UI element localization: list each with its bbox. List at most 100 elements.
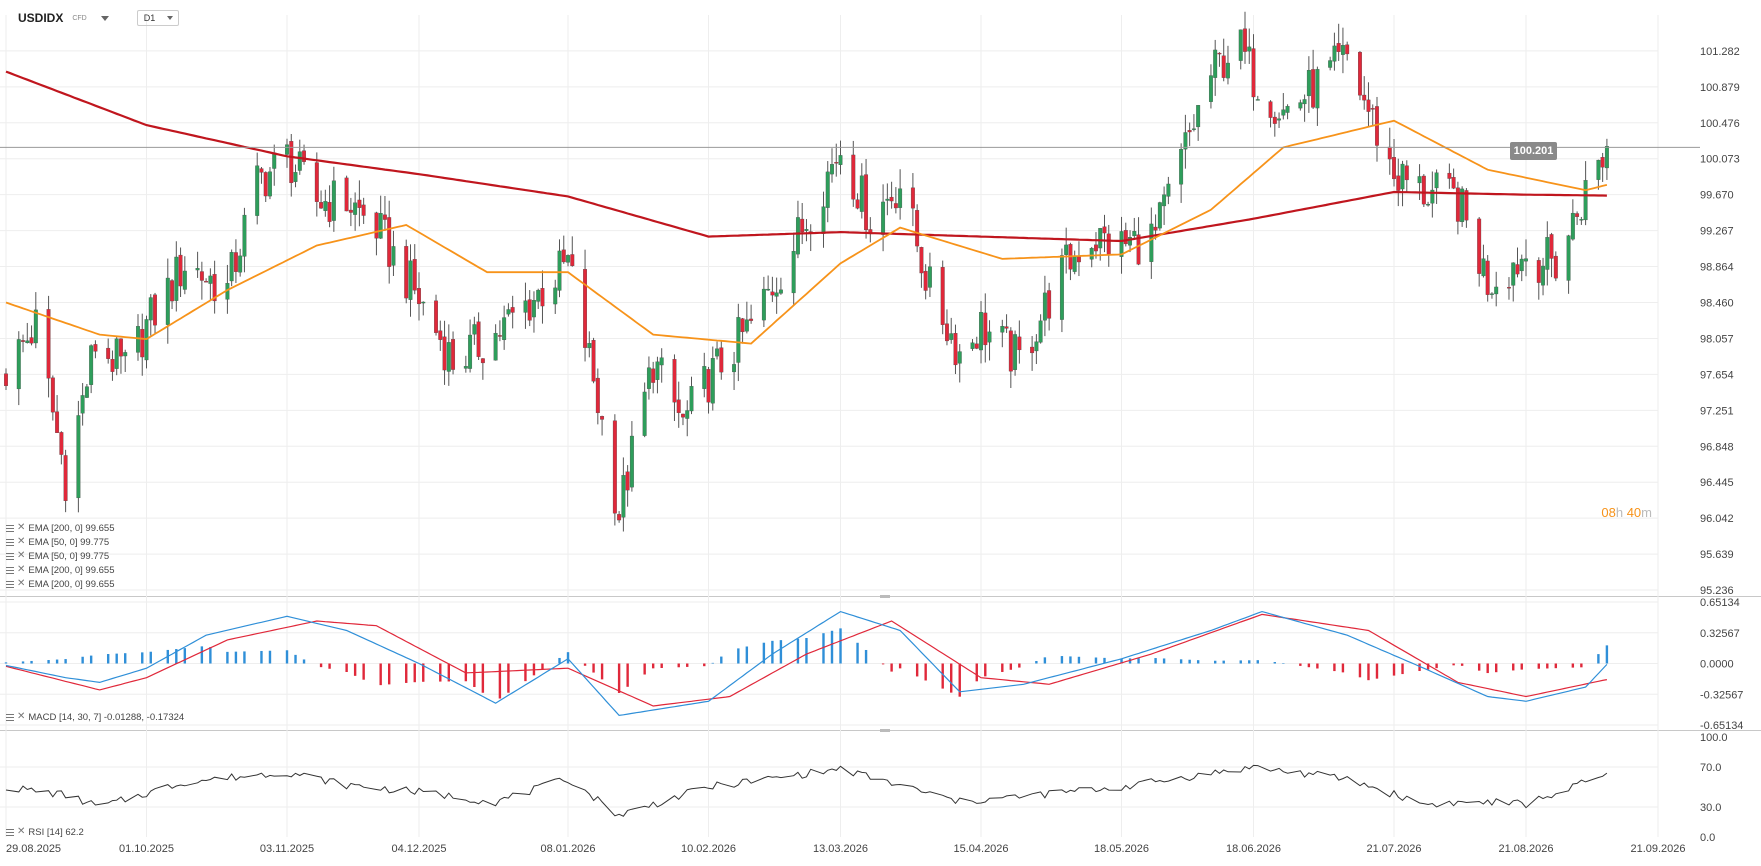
candle-body[interactable] (1524, 258, 1528, 262)
candle-body[interactable] (1570, 212, 1575, 240)
candle-body[interactable] (29, 337, 34, 344)
list-icon[interactable] (6, 566, 14, 574)
macd-histogram-bar[interactable] (677, 663, 680, 668)
candle-body[interactable] (927, 266, 932, 288)
candle-body[interactable] (136, 326, 140, 353)
candle-body[interactable] (434, 300, 438, 333)
candle-body[interactable] (974, 343, 979, 349)
candle-body[interactable] (625, 471, 630, 491)
candle-body[interactable] (1362, 94, 1367, 101)
candle-body[interactable] (1268, 101, 1273, 118)
macd-histogram-bar[interactable] (405, 663, 408, 683)
candle-body[interactable] (957, 351, 962, 364)
macd-histogram-bar[interactable] (1069, 656, 1072, 664)
macd-histogram-bar[interactable] (106, 654, 110, 664)
candle-body[interactable] (1094, 244, 1098, 252)
candle-body[interactable] (289, 141, 294, 184)
candle-body[interactable] (1166, 183, 1171, 197)
macd-histogram-bar[interactable] (1435, 663, 1438, 669)
candle-body[interactable] (940, 267, 945, 325)
candle-body[interactable] (970, 342, 975, 349)
macd-histogram-bar[interactable] (345, 663, 348, 672)
candle-body[interactable] (617, 514, 622, 521)
candle-body[interactable] (1183, 132, 1188, 150)
candle-body[interactable] (438, 330, 443, 340)
macd-histogram-bar[interactable] (592, 663, 595, 673)
candle-body[interactable] (523, 300, 528, 313)
candle-body[interactable] (736, 317, 741, 363)
macd-histogram-bar[interactable] (541, 663, 544, 670)
candle-body[interactable] (536, 289, 541, 302)
macd-histogram-bar[interactable] (950, 663, 953, 693)
candle-body[interactable] (153, 294, 157, 326)
candle-body[interactable] (953, 333, 958, 366)
candle-body[interactable] (1208, 75, 1213, 102)
candle-body[interactable] (1417, 176, 1422, 184)
candle-body[interactable] (1434, 172, 1439, 189)
candle-body[interactable] (468, 334, 473, 369)
list-icon[interactable] (6, 828, 14, 836)
candle-body[interactable] (268, 171, 272, 197)
candle-body[interactable] (600, 416, 605, 420)
macd-histogram-bar[interactable] (898, 663, 902, 669)
macd-histogram-bar[interactable] (1401, 663, 1404, 675)
candle-body[interactable] (165, 277, 170, 325)
macd-histogram-bar[interactable] (81, 656, 84, 664)
candle-body[interactable] (229, 252, 234, 282)
candle-body[interactable] (297, 151, 302, 171)
candle-body[interactable] (1059, 255, 1064, 320)
candle-body[interactable] (1387, 146, 1392, 160)
candle-body[interactable] (1575, 213, 1580, 217)
candle-body[interactable] (502, 317, 507, 341)
macd-histogram-bar[interactable] (362, 663, 365, 680)
candle-body[interactable] (923, 270, 928, 291)
candle-body[interactable] (583, 269, 588, 348)
candle-body[interactable] (1162, 194, 1167, 207)
candle-body[interactable] (1106, 233, 1111, 255)
candle-body[interactable] (378, 213, 383, 239)
candle-body[interactable] (242, 214, 247, 257)
macd-histogram-bar[interactable] (703, 663, 706, 667)
candle-body[interactable] (1000, 326, 1005, 333)
candle-body[interactable] (119, 338, 123, 357)
candle-body[interactable] (1157, 202, 1162, 229)
macd-histogram-bar[interactable] (1316, 663, 1319, 669)
candle-body[interactable] (63, 455, 68, 501)
candle-body[interactable] (1098, 228, 1103, 249)
candle-body[interactable] (557, 250, 562, 291)
candle-body[interactable] (497, 335, 502, 337)
macd-histogram-bar[interactable] (30, 660, 33, 664)
candle-body[interactable] (446, 342, 451, 372)
macd-histogram-bar[interactable] (1460, 663, 1464, 666)
candle-body[interactable] (33, 309, 38, 344)
candle-body[interactable] (1566, 235, 1571, 281)
candle-body[interactable] (208, 275, 213, 284)
candle-body[interactable] (1298, 102, 1303, 109)
candle-body[interactable] (1243, 28, 1247, 52)
candle-body[interactable] (233, 252, 238, 272)
macd-histogram-bar[interactable] (1537, 663, 1540, 669)
ema-200-line[interactable] (5, 70, 1607, 243)
timeframe-select[interactable]: D1 (136, 10, 179, 26)
candle-body[interactable] (1553, 255, 1558, 279)
candle-body[interactable] (642, 391, 647, 436)
candle-body[interactable] (408, 260, 413, 300)
candle-body[interactable] (570, 254, 575, 267)
candle-body[interactable] (710, 358, 715, 404)
candle-body[interactable] (719, 347, 724, 373)
macd-histogram-bar[interactable] (558, 657, 561, 664)
candle-body[interactable] (374, 212, 379, 239)
close-icon[interactable]: ✕ (17, 578, 26, 589)
candle-body[interactable] (123, 352, 128, 357)
macd-histogram-bar[interactable] (328, 663, 331, 669)
macd-histogram-bar[interactable] (319, 663, 323, 668)
candle-body[interactable] (1132, 231, 1137, 237)
macd-histogram-bar[interactable] (1009, 663, 1013, 670)
candle-body[interactable] (421, 301, 426, 304)
candle-body[interactable] (1426, 203, 1431, 206)
candle-body[interactable] (1549, 234, 1554, 259)
macd-histogram-bar[interactable] (1597, 654, 1600, 664)
candle-body[interactable] (1370, 108, 1375, 110)
candle-body[interactable] (417, 288, 421, 305)
macd-histogram-bar[interactable] (651, 663, 655, 669)
